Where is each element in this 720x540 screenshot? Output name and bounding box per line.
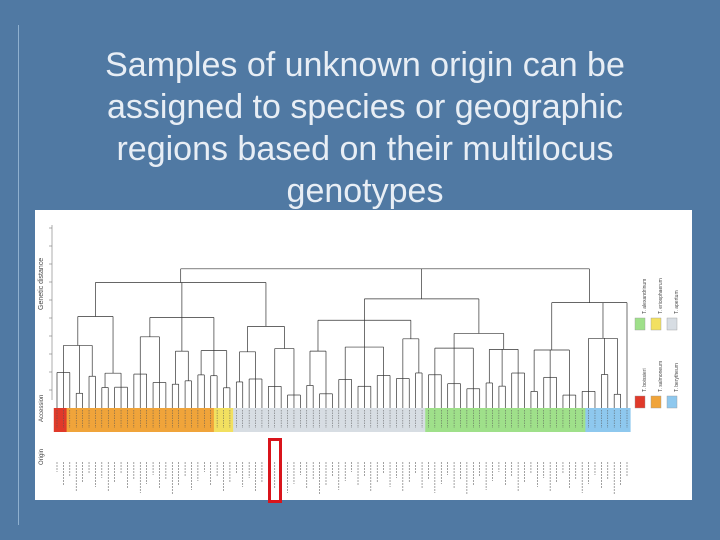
legend-entry: T. boissieri	[642, 368, 648, 392]
legend-entry: T. apertum	[674, 290, 680, 314]
slide-title: Samples of unknown origin can be assigne…	[105, 46, 625, 210]
legend-entry: T. salmoneum	[658, 361, 664, 392]
slide-left-rule	[18, 25, 19, 525]
legend-entry: T. berytheum	[674, 363, 680, 392]
highlighted-sample-box	[268, 438, 282, 503]
dendrogram-figure: Genetic distance Accession Origin T. alexan…	[35, 210, 692, 500]
y-axis-label: Genetic distance	[38, 258, 45, 310]
dendrogram-chart: Genetic distance Accession Origin T. alexan…	[38, 225, 680, 494]
origin-row-label: Origin	[39, 449, 45, 465]
legend-entry: T. eriosphaerum	[658, 278, 664, 314]
legend-swatch	[666, 317, 678, 331]
legend-entry: T. alexandrinum	[642, 279, 648, 314]
legend-swatch	[650, 395, 662, 409]
legend-swatch	[634, 395, 646, 409]
legend-swatch	[666, 395, 678, 409]
legend-swatch	[634, 317, 646, 331]
legend-swatch	[650, 317, 662, 331]
accession-row-label: Accession	[39, 395, 45, 422]
